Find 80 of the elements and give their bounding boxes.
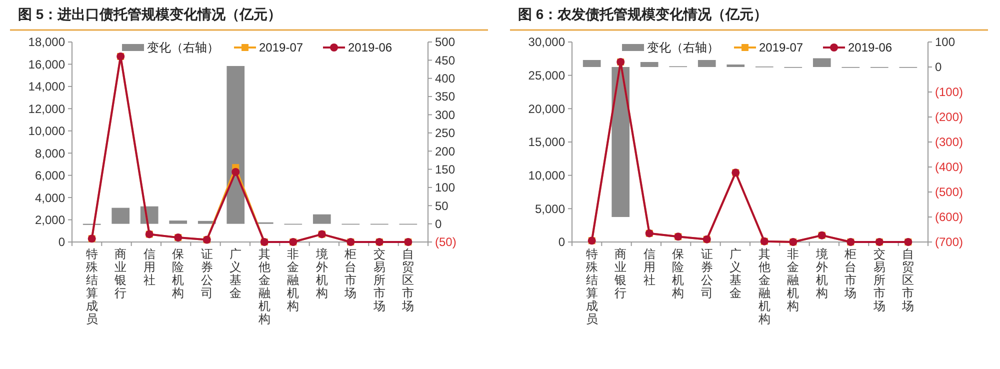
y2-tick-label: 100 xyxy=(935,35,956,50)
chart-title: 图 6：农发债托管规模变化情况（亿元） xyxy=(518,6,768,22)
bar xyxy=(582,60,601,67)
y-tick-label: 10,000 xyxy=(28,124,66,138)
y2-tick-label: 50 xyxy=(435,198,449,213)
x-tick-label: 柜台市场 xyxy=(344,247,357,300)
x-tick-label: 特殊结算成员 xyxy=(586,247,598,326)
y-tick-label: 15,000 xyxy=(528,135,566,150)
y2-tick-label: 400 xyxy=(435,72,456,86)
x-tick-label: 境外机构 xyxy=(814,247,828,300)
y2-tick-label: 200 xyxy=(435,144,456,158)
legend-label: 2019-07 xyxy=(759,40,804,55)
bar xyxy=(640,62,658,67)
y2-tick-label: (500) xyxy=(935,185,964,200)
legend-label: 2019-06 xyxy=(348,40,392,55)
y2-tick-label: (700) xyxy=(935,235,964,250)
y2-tick-label: (200) xyxy=(935,110,964,124)
y-tick-label: 14,000 xyxy=(28,80,66,94)
x-tick-label: 特殊结算成员 xyxy=(86,247,98,326)
y2-tick-label: 150 xyxy=(435,162,456,176)
y2-tick-label: (400) xyxy=(935,160,964,174)
bar xyxy=(226,66,245,224)
bar xyxy=(698,60,716,67)
x-tick-label: 柜台市场 xyxy=(844,247,857,300)
y-tick-label: 12,000 xyxy=(28,102,66,116)
y-tick-label: 6,000 xyxy=(34,168,66,183)
x-tick-label: 证券公司 xyxy=(700,247,713,300)
x-tick-label: 广义基金 xyxy=(730,247,742,300)
legend-label: 2019-06 xyxy=(848,40,892,55)
y-tick-label: 8,000 xyxy=(34,146,66,160)
y-tick-label: 30,000 xyxy=(528,35,566,50)
y-tick-label: 5,000 xyxy=(534,202,566,216)
x-tick-label: 自贸区市场 xyxy=(401,247,414,313)
y2-tick-label: 300 xyxy=(435,108,456,122)
y2-tick-label: (600) xyxy=(935,210,964,224)
x-tick-label: 保险机构 xyxy=(671,247,684,300)
x-tick-label: 商业银行 xyxy=(114,247,127,300)
y2-tick-label: (50) xyxy=(435,235,456,250)
x-tick-label: 商业银行 xyxy=(614,247,627,300)
x-tick-label: 其他金融机构 xyxy=(757,247,770,326)
x-tick-label: 非金融机构 xyxy=(286,247,300,313)
y2-tick-label: 450 xyxy=(435,53,456,68)
y2-tick-label: (100) xyxy=(935,85,964,100)
legend-label: 2019-07 xyxy=(259,40,304,55)
y2-tick-label: 100 xyxy=(435,180,456,195)
x-tick-label: 保险机构 xyxy=(171,247,184,300)
bar xyxy=(812,58,831,67)
x-tick-label: 交易所市场 xyxy=(372,247,386,313)
x-tick-label: 信用社 xyxy=(643,247,656,287)
y-tick-label: 20,000 xyxy=(528,102,566,116)
y2-tick-label: 500 xyxy=(435,35,456,50)
y2-tick-label: 0 xyxy=(935,60,942,74)
y2-tick-label: 350 xyxy=(435,90,456,104)
y-tick-label: 2,000 xyxy=(34,212,66,227)
y-tick-label: 4,000 xyxy=(34,190,66,205)
x-tick-label: 信用社 xyxy=(143,247,156,287)
x-tick-label: 自贸区市场 xyxy=(901,247,914,313)
x-tick-label: 交易所市场 xyxy=(872,247,886,313)
y2-tick-label: (300) xyxy=(935,135,964,150)
y-tick-label: 10,000 xyxy=(528,168,566,183)
x-tick-label: 境外机构 xyxy=(314,247,328,300)
bar xyxy=(169,220,188,224)
legend-label: 变化（右轴） xyxy=(647,40,719,55)
bar xyxy=(112,208,130,224)
y2-tick-label: 0 xyxy=(435,217,442,232)
y2-tick-label: 250 xyxy=(435,126,456,140)
x-tick-label: 广义基金 xyxy=(230,247,242,300)
y-tick-label: 0 xyxy=(558,235,566,250)
y-tick-label: 25,000 xyxy=(528,68,566,83)
x-tick-label: 证券公司 xyxy=(200,247,213,300)
y-tick-label: 0 xyxy=(58,235,66,250)
x-tick-label: 非金融机构 xyxy=(786,247,800,313)
y-tick-label: 18,000 xyxy=(28,35,66,50)
chart-title: 图 5：进出口债托管规模变化情况（亿元） xyxy=(18,6,282,22)
y-tick-label: 16,000 xyxy=(28,57,66,72)
x-tick-label: 其他金融机构 xyxy=(257,247,270,326)
point xyxy=(232,168,240,176)
legend-label: 变化（右轴） xyxy=(147,40,219,55)
bar xyxy=(612,67,630,217)
bar xyxy=(312,214,331,224)
